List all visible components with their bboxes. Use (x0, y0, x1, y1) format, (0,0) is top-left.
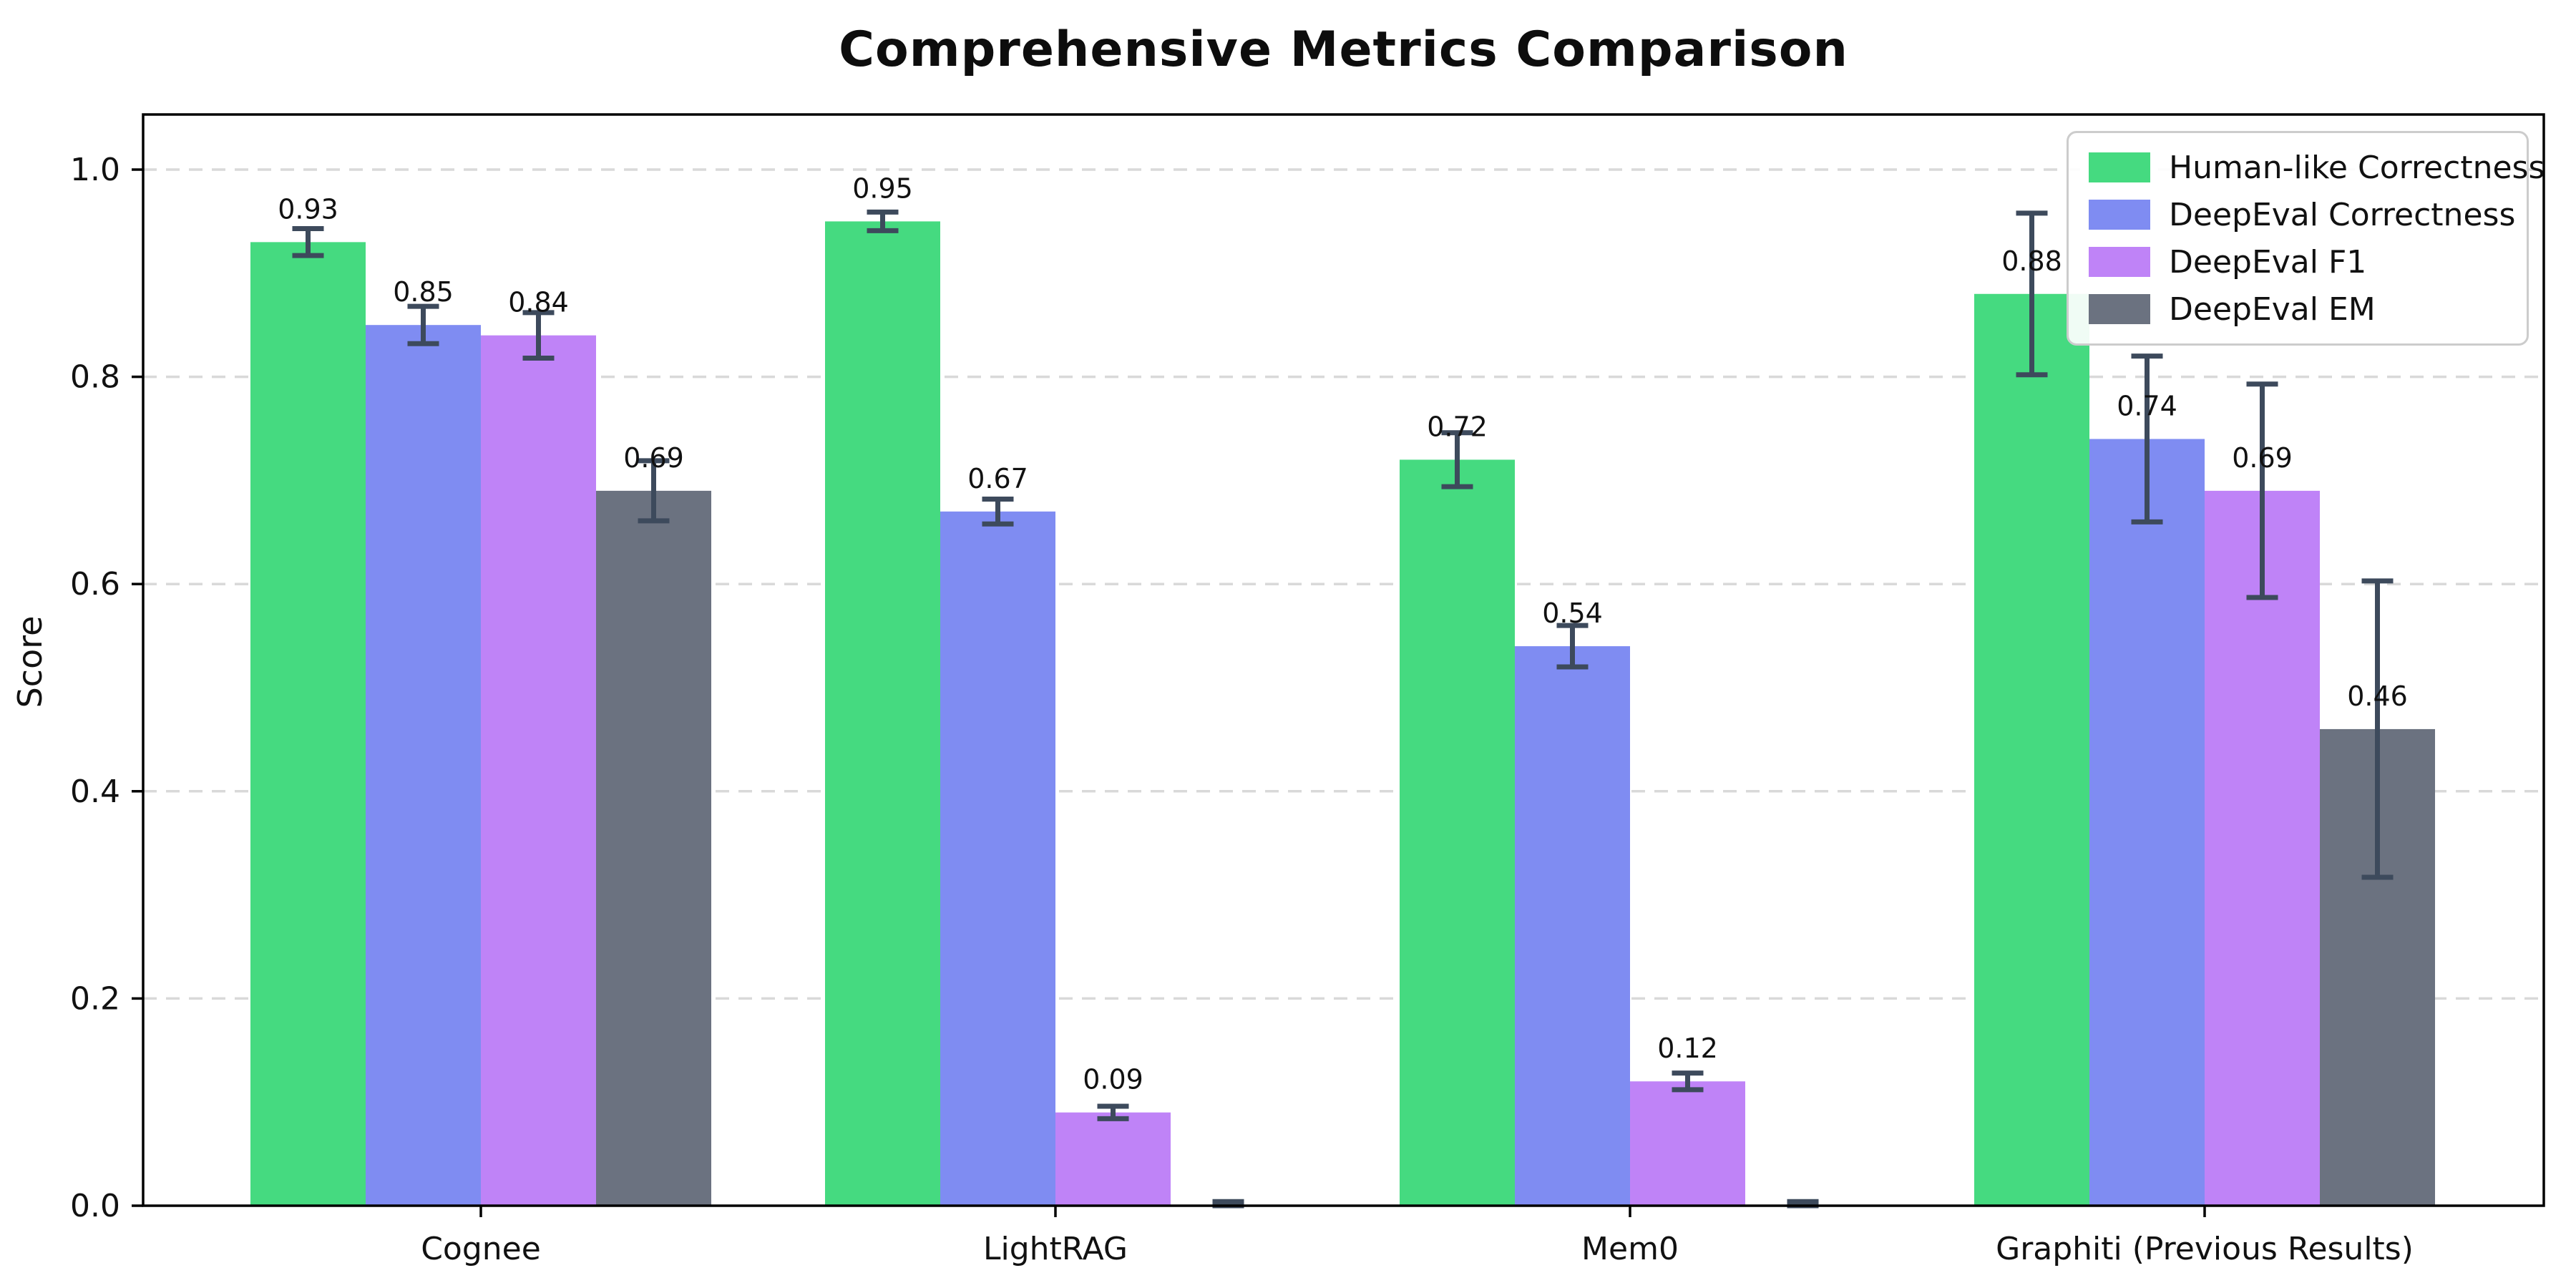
legend-label: DeepEval EM (2169, 291, 2376, 328)
bar-value-label: 0.67 (967, 463, 1028, 494)
legend-item: DeepEval F1 (2089, 243, 2507, 280)
x-tick-label: LightRAG (983, 1231, 1128, 1267)
bar-value-label: 0.69 (2232, 442, 2293, 474)
y-tick-label: 1.0 (70, 152, 120, 188)
chart-title: Comprehensive Metrics Comparison (839, 21, 1848, 78)
bar (1515, 646, 1630, 1206)
y-tick-label: 0.4 (70, 774, 120, 810)
bar-value-label: 0.54 (1542, 597, 1603, 629)
bar (596, 490, 711, 1206)
legend-swatch (2089, 152, 2150, 182)
bar-value-label: 0.74 (2117, 390, 2177, 421)
legend-label: DeepEval F1 (2169, 243, 2367, 280)
bar-value-label: 0.88 (2001, 245, 2062, 277)
bar (1630, 1081, 1745, 1206)
legend-item: DeepEval Correctness (2089, 196, 2515, 233)
legend-label: Human-like Correctness (2169, 149, 2545, 186)
bar-value-label: 0.85 (393, 276, 454, 308)
y-axis-label: Score (11, 616, 49, 708)
bar-value-label: 0.69 (623, 442, 684, 474)
bar (250, 242, 366, 1206)
legend-item: Human-like Correctness (2089, 149, 2545, 186)
bar (1055, 1112, 1171, 1206)
bar (825, 221, 940, 1206)
legend-swatch (2089, 247, 2150, 277)
x-tick-label: Cognee (421, 1231, 541, 1267)
bar-value-label: 0.93 (278, 193, 338, 225)
legend-label: DeepEval Correctness (2169, 196, 2516, 233)
y-tick-label: 0.8 (70, 359, 120, 396)
legend-swatch (2089, 294, 2150, 324)
bar (2205, 490, 2320, 1206)
bar-value-label: 0.84 (508, 287, 569, 318)
bar-value-label: 0.72 (1427, 411, 1488, 442)
bar (481, 335, 596, 1206)
plot-border (142, 113, 2545, 1207)
bar (1400, 459, 1515, 1206)
bar (940, 511, 1055, 1206)
legend: Human-like Correctness DeepEval Correctne… (2067, 131, 2545, 346)
legend-item: DeepEval EM (2089, 291, 2507, 328)
bar (366, 325, 481, 1206)
bar (1974, 293, 2089, 1206)
x-tick-label: Mem0 (1581, 1231, 1679, 1267)
bar-value-label: 0.46 (2347, 680, 2408, 712)
y-tick-label: 0.2 (70, 980, 120, 1017)
bar-value-label: 0.12 (1657, 1033, 1718, 1064)
bar-value-label: 0.95 (852, 172, 913, 204)
y-tick-label: 0.6 (70, 566, 120, 602)
y-tick-label: 0.0 (70, 1188, 120, 1224)
bar-value-label: 0.09 (1083, 1064, 1143, 1096)
x-tick-label: Graphiti (Previous Results) (1996, 1231, 2414, 1267)
bar (2089, 439, 2205, 1206)
legend-swatch (2089, 200, 2150, 230)
